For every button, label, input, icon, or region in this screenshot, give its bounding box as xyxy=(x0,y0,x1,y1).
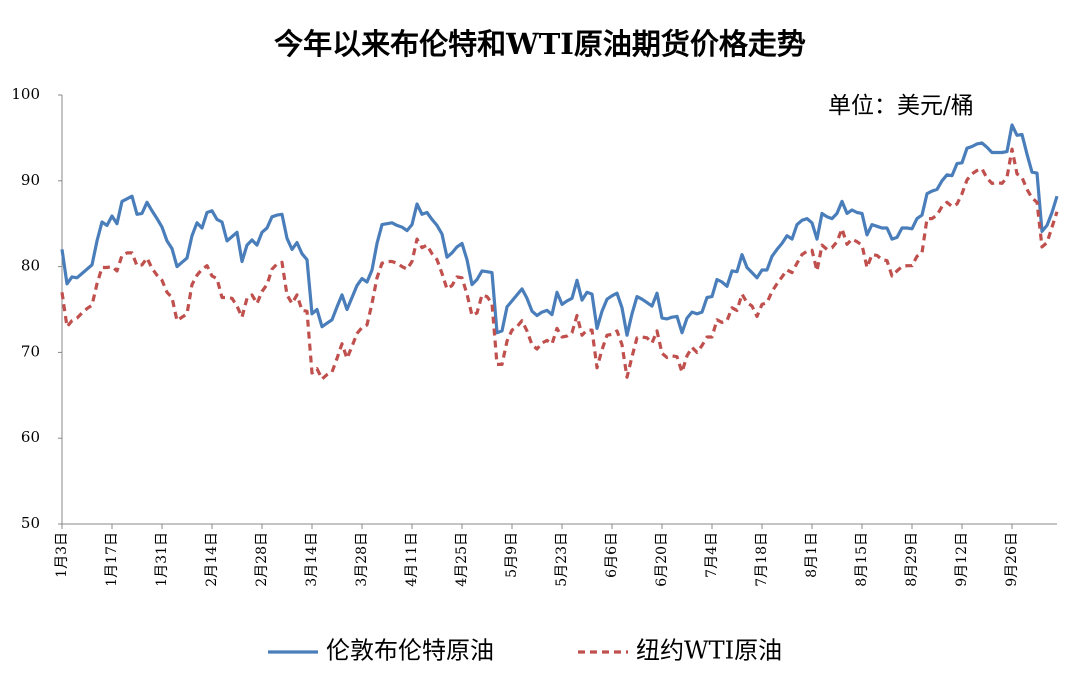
legend-label: 纽约WTI原油 xyxy=(636,637,782,665)
x-tick-label: 8月29日 xyxy=(904,532,920,587)
x-tick-label: 8月15日 xyxy=(854,532,870,587)
legend-label: 伦敦布伦特原油 xyxy=(326,637,494,665)
x-tick-label: 4月11日 xyxy=(404,532,420,587)
x-tick-label: 7月18日 xyxy=(754,532,770,587)
y-tick-label: 100 xyxy=(11,85,40,103)
x-tick-label: 5月9日 xyxy=(504,532,520,578)
x-tick-label: 5月23日 xyxy=(554,532,570,587)
x-tick-label: 1月17日 xyxy=(104,532,120,587)
x-tick-label: 1月31日 xyxy=(154,532,170,587)
x-tick-label: 2月14日 xyxy=(204,532,220,587)
x-tick-label: 6月20日 xyxy=(654,532,670,587)
x-tick-label: 9月12日 xyxy=(954,532,970,587)
y-tick-label: 90 xyxy=(21,171,40,189)
x-tick-label: 3月14日 xyxy=(304,532,320,587)
x-tick-label: 9月26日 xyxy=(1004,532,1020,587)
x-tick-label: 7月4日 xyxy=(704,532,720,578)
x-tick-label: 2月28日 xyxy=(254,532,270,587)
y-tick-label: 70 xyxy=(21,342,40,360)
series-line xyxy=(60,123,1059,337)
x-tick-label: 8月1日 xyxy=(804,532,820,578)
y-tick-label: 80 xyxy=(21,257,40,275)
y-tick-label: 60 xyxy=(21,428,40,446)
chart-title: 今年以来布伦特和WTI原油期货价格走势 xyxy=(274,27,806,61)
x-tick-label: 6月6日 xyxy=(604,532,620,578)
x-tick-label: 4月25日 xyxy=(454,532,470,587)
series-line xyxy=(60,147,1059,381)
x-tick-label: 3月28日 xyxy=(354,532,370,587)
y-tick-label: 50 xyxy=(21,514,40,532)
x-tick-label: 1月3日 xyxy=(54,532,70,578)
unit-label: 单位：美元/桶 xyxy=(828,93,974,119)
